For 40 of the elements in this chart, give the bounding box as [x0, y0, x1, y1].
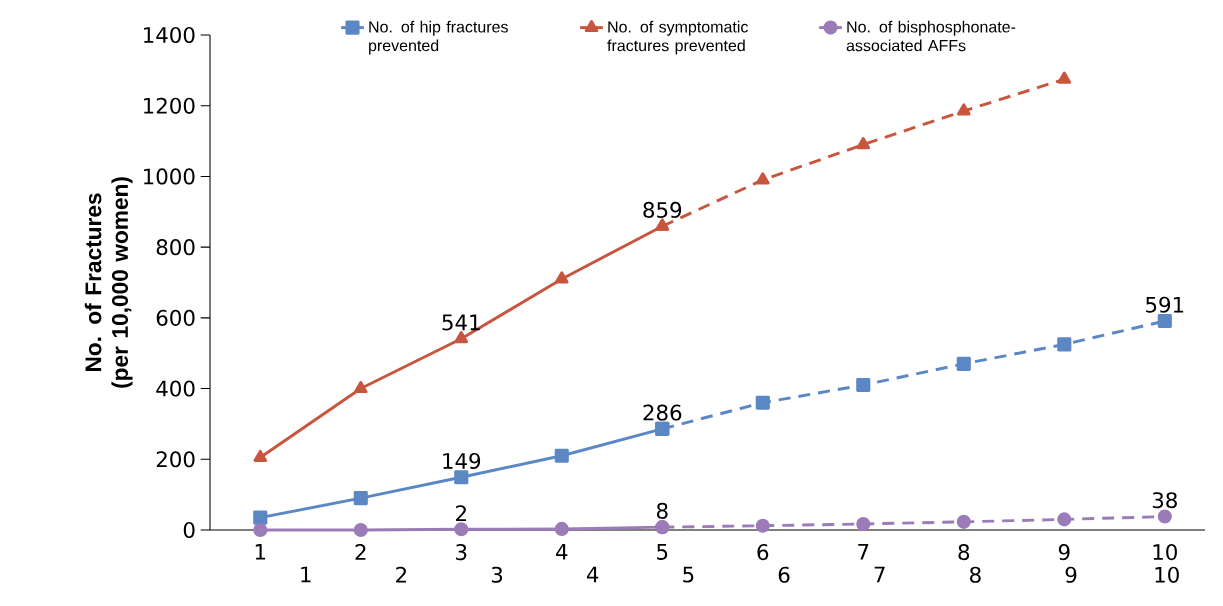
x2-tick-label: 8 [970, 566, 981, 583]
x-tick-label: 3 [456, 544, 467, 561]
x-tick-label: 6 [757, 544, 769, 561]
data-label: 591 [1146, 296, 1184, 313]
y-tick-label: 0 [183, 521, 195, 539]
x2-tick-label: 4 [586, 566, 599, 583]
x-tick-label: 10 [1153, 544, 1177, 561]
data-label: 541 [442, 314, 480, 331]
y-tick-label: 1000 [144, 168, 195, 185]
x2-tick-label: 10 [1155, 566, 1179, 583]
x2-tick-label: 6 [778, 566, 790, 583]
x-tick-label: 9 [1058, 544, 1070, 561]
x-tick-label: 2 [355, 544, 366, 560]
data-label: 8 [656, 502, 668, 519]
y-axis-title: No. of Fractures (per 10,000 women) [84, 177, 133, 388]
data-label: 859 [643, 201, 682, 218]
y-tick-label: 1400 [144, 26, 195, 44]
x2-tick-label: 3 [491, 566, 503, 583]
x2-tick-label: 1 [301, 566, 311, 583]
x2-tick-label: 7 [874, 566, 885, 583]
x2-tick-label: 2 [396, 566, 407, 583]
legend-label: No. of bisphosphonate-associated AFFs [846, 20, 1016, 52]
x2-tick-label: 5 [683, 566, 694, 583]
x2-tick-label: 9 [1065, 566, 1077, 583]
data-label: 149 [443, 452, 481, 470]
x-tick-label: 1 [255, 544, 266, 560]
y-tick-label: 800 [156, 239, 195, 256]
data-label: 38 [1152, 492, 1177, 509]
legend-label: No. of hip fractures prevented [369, 20, 508, 55]
x-tick-label: 4 [556, 544, 568, 560]
y-tick-label: 600 [156, 309, 195, 326]
data-label: 2 [456, 505, 466, 522]
x-tick-label: 7 [858, 544, 869, 560]
x-tick-label: 8 [958, 544, 970, 561]
y-tick-label: 1200 [144, 97, 195, 114]
legend-label: No. of symptomatic fractures prevented [607, 20, 748, 55]
x-tick-label: 5 [657, 544, 668, 560]
data-label: 286 [643, 404, 682, 421]
y-tick-label: 400 [156, 380, 195, 397]
y-tick-label: 200 [156, 451, 195, 468]
